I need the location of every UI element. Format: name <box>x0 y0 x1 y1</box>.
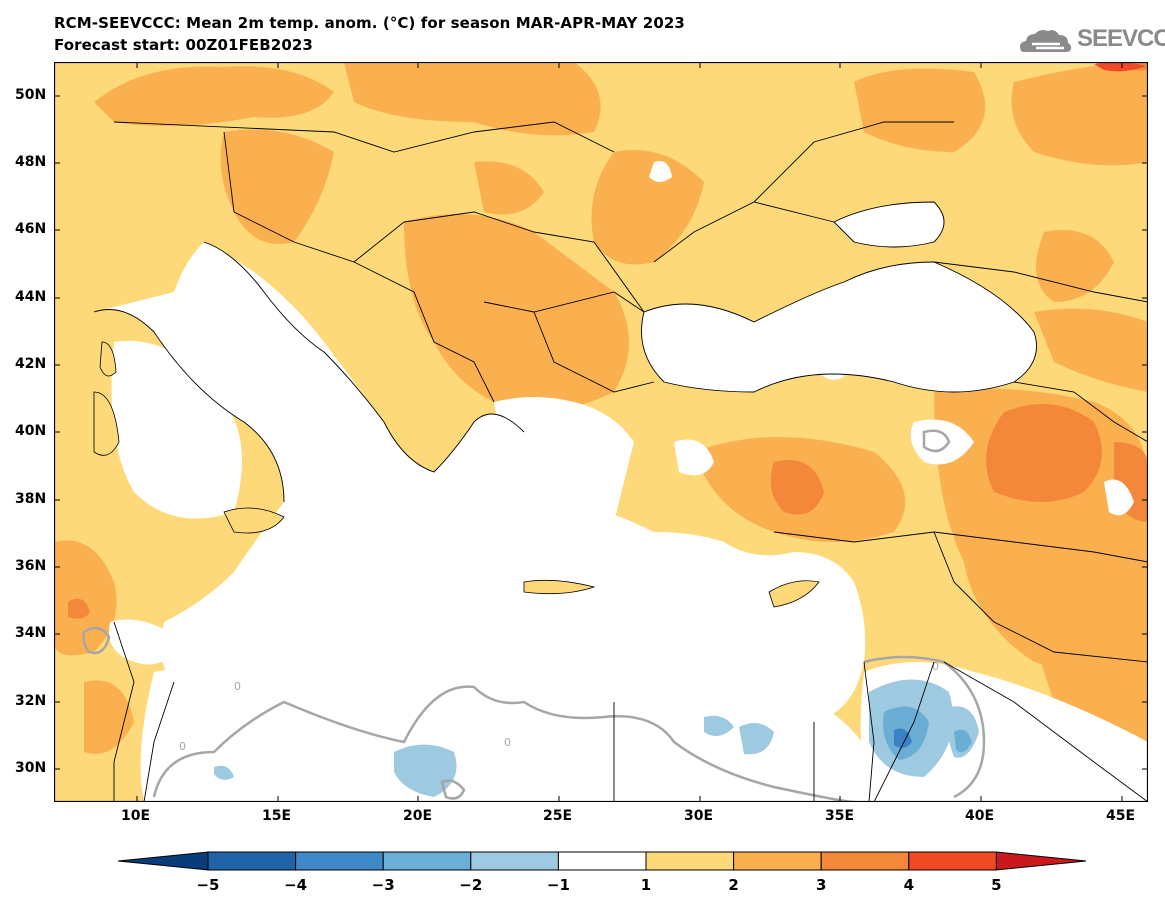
lat-label: 44N <box>15 289 47 305</box>
colorbar-tick-label: 2 <box>728 876 739 894</box>
sea-of-azov <box>834 202 944 247</box>
contour-label: 0 <box>504 736 511 749</box>
colorbar-segment <box>207 851 297 871</box>
crete-island <box>523 579 596 595</box>
colorbar-segment <box>382 851 472 871</box>
contour-label: 0 <box>932 660 939 673</box>
colorbar-segment <box>733 851 822 871</box>
lat-label: 50N <box>15 87 47 103</box>
black-sea <box>641 262 1037 392</box>
islands <box>93 341 820 608</box>
lat-label: 40N <box>15 423 47 439</box>
sea-areas <box>94 202 1037 752</box>
tyrrhenian-sea <box>111 340 242 519</box>
lon-label: 45E <box>1106 808 1136 824</box>
colorbar-segment <box>118 851 209 871</box>
colorbar-tick-label: 1 <box>640 876 652 894</box>
lat-label: 38N <box>15 491 47 507</box>
lon-label: 35E <box>825 808 855 824</box>
colorbar <box>118 851 1086 871</box>
colorbar-tick-label: −2 <box>459 876 483 894</box>
colorbar-segment <box>557 851 647 871</box>
corsica-island <box>99 341 117 377</box>
colorbar-segment <box>820 851 910 871</box>
lon-label: 25E <box>543 808 573 824</box>
sardinia-island <box>93 391 120 456</box>
colorbar-segment <box>470 851 559 871</box>
lon-label: 40E <box>965 808 995 824</box>
lat-label: 34N <box>15 625 47 641</box>
logo-text: SEEVCCC <box>1077 25 1165 52</box>
colorbar-tick-label: −1 <box>546 876 570 894</box>
forecast-map: 0 0 0 0 <box>54 62 1148 802</box>
lon-label: 20E <box>403 808 433 824</box>
axis-ticks <box>54 62 1148 802</box>
lat-label: 46N <box>15 221 47 237</box>
sicily-island <box>223 507 285 534</box>
lon-label: 15E <box>262 808 292 824</box>
lon-label: 30E <box>684 808 714 824</box>
lat-label: 30N <box>15 760 47 776</box>
colorbar-segment <box>645 851 735 871</box>
colorbar-segment <box>295 851 384 871</box>
aegean-sea <box>494 397 634 536</box>
cloud-icon <box>1020 30 1072 52</box>
anomaly-neg-3-4-regions <box>894 728 912 748</box>
lon-label: 10E <box>121 808 151 824</box>
colorbar-segment <box>908 851 997 871</box>
contour-label: 0 <box>234 680 241 693</box>
mediterranean-sea <box>94 242 866 752</box>
colorbar-tick-label: −4 <box>284 876 308 894</box>
colorbar-tick-label: 3 <box>815 876 827 894</box>
colorbar-tick-label: −5 <box>196 876 220 894</box>
map-title: RCM-SEEVCCC: Mean 2m temp. anom. (°C) fo… <box>54 14 685 32</box>
adriatic-sea <box>204 242 384 422</box>
lat-label: 32N <box>15 693 47 709</box>
forecast-start-subtitle: Forecast start: 00Z01FEB2023 <box>54 36 313 54</box>
cyprus-island <box>768 580 820 608</box>
lat-label: 36N <box>15 558 47 574</box>
colorbar-segment <box>995 851 1086 871</box>
anomaly-4-5-regions <box>1094 62 1146 72</box>
country-borders <box>93 121 1148 802</box>
lat-label: 48N <box>15 154 47 170</box>
zero-contours <box>82 429 986 802</box>
colorbar-tick-label: 5 <box>991 876 1002 894</box>
colorbar-tick-label: 4 <box>903 876 915 894</box>
colorbar-tick-label: −3 <box>371 876 395 894</box>
lat-label: 42N <box>15 356 47 372</box>
contour-label: 0 <box>179 740 186 753</box>
